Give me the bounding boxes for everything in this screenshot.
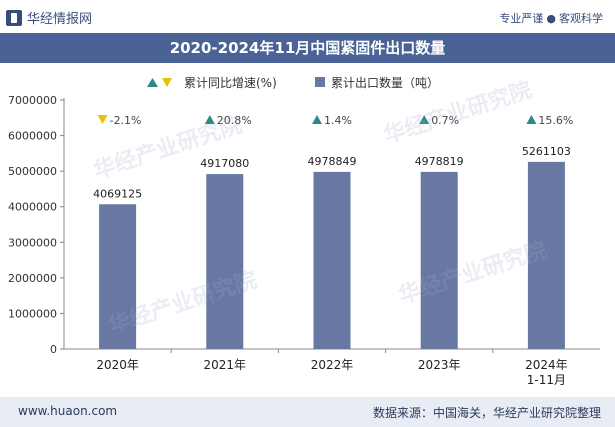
bar	[527, 161, 565, 349]
bar	[99, 204, 137, 349]
growth-label: -2.1%	[110, 114, 142, 127]
bar-value-label: 4917080	[200, 157, 249, 170]
growth-up-icon	[526, 115, 537, 124]
legend-growth-label: 累计同比增速(%)	[184, 76, 277, 90]
slogan-right: 客观科学	[559, 12, 603, 25]
footer: www.huaon.com 数据来源：中国海关，华经产业研究院整理	[0, 397, 615, 427]
slogan-left: 专业严谨	[499, 12, 544, 25]
footer-site-link[interactable]: www.huaon.com	[18, 404, 118, 418]
y-tick-label: 6000000	[8, 130, 57, 143]
legend-down-triangle-icon	[162, 78, 172, 87]
bar-value-label: 4978849	[308, 155, 357, 168]
legend-up-triangle-icon	[147, 78, 158, 87]
chart-title: 2020-2024年11月中国紧固件出口数量	[0, 33, 615, 63]
y-tick-label: 5000000	[8, 165, 57, 178]
x-tick-label: 1-11月	[527, 373, 566, 387]
x-tick-label: 2024年	[525, 358, 568, 372]
top-bar: 华经情报网 专业严谨 ● 客观科学	[0, 0, 615, 33]
slogan: 专业严谨 ● 客观科学	[499, 10, 603, 26]
dot-separator-icon: ●	[546, 12, 556, 25]
x-tick-label: 2020年	[96, 358, 139, 372]
logo-text: 华经情报网	[27, 12, 93, 27]
y-tick-label: 0	[50, 343, 57, 356]
y-tick-label: 2000000	[8, 272, 57, 285]
logo[interactable]: 华经情报网	[6, 8, 92, 27]
bar-value-label: 5261103	[522, 145, 571, 158]
growth-up-icon	[419, 115, 430, 124]
data-source: 数据来源：中国海关，华经产业研究院整理	[372, 406, 601, 420]
logo-icon	[6, 9, 22, 26]
y-tick-label: 3000000	[8, 236, 57, 249]
growth-label: 1.4%	[324, 114, 352, 127]
legend-bar-swatch	[315, 77, 325, 87]
legend-bar-label: 累计出口数量（吨）	[331, 75, 439, 90]
y-tick-label: 1000000	[8, 307, 57, 320]
growth-up-icon	[312, 115, 322, 124]
growth-label: 0.7%	[431, 114, 459, 127]
growth-up-icon	[204, 115, 215, 124]
growth-label: 15.6%	[538, 114, 573, 127]
x-tick-label: 2022年	[311, 358, 354, 372]
bar-value-label: 4069125	[93, 187, 142, 200]
y-tick-label: 7000000	[8, 94, 57, 107]
bar	[313, 171, 351, 349]
x-tick-label: 2021年	[204, 358, 247, 372]
growth-label: 20.8%	[217, 114, 252, 127]
bar	[420, 171, 458, 349]
bar	[206, 174, 244, 349]
x-tick-label: 2023年	[418, 358, 461, 372]
bar-value-label: 4978819	[415, 155, 464, 168]
growth-down-icon	[97, 115, 108, 124]
y-tick-label: 4000000	[8, 201, 57, 214]
bar-chart: 累计同比增速(%) 累计出口数量（吨） 0 1000000 2000000 3000000…	[8, 75, 600, 387]
